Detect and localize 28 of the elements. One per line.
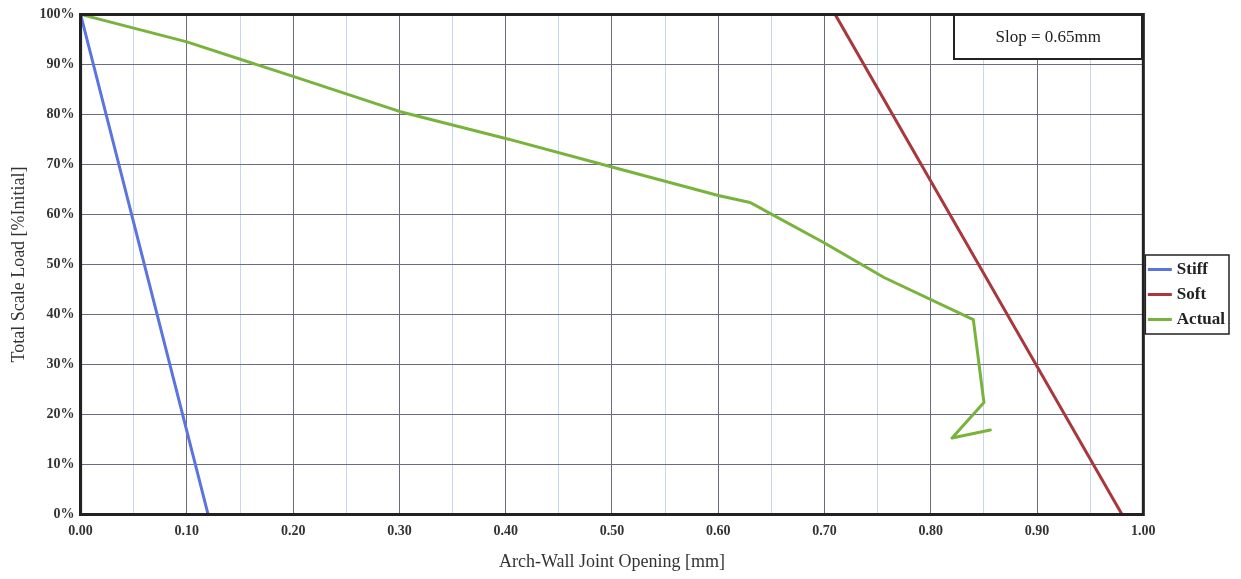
- x-tick-label: 0.80: [918, 522, 944, 538]
- x-tick-label: 0.50: [599, 522, 625, 538]
- y-tick-label: 40%: [46, 306, 75, 322]
- x-axis-title: Arch-Wall Joint Opening [mm]: [498, 550, 725, 571]
- x-tick-label: 1.00: [1131, 522, 1156, 538]
- y-tick-label: 80%: [46, 106, 75, 122]
- y-tick-label: 90%: [46, 56, 75, 72]
- legend-label: Stiff: [1176, 258, 1209, 278]
- y-tick-label: 0%: [53, 506, 75, 522]
- y-tick-label: 60%: [46, 206, 75, 222]
- note-box: Slop = 0.65mm: [953, 14, 1144, 61]
- x-tick-label: 0.30: [387, 522, 412, 538]
- x-tick-label: 0.40: [493, 522, 518, 538]
- x-tick-label: 0.70: [812, 522, 837, 538]
- y-tick-label: 30%: [46, 356, 75, 372]
- y-tick-label: 10%: [46, 456, 75, 472]
- x-tick-label: 0.20: [280, 522, 306, 538]
- y-axis-title: Total Scale Load [%Initial]: [7, 166, 28, 363]
- y-tick-label: 70%: [46, 156, 75, 172]
- y-tick-label: 20%: [46, 406, 75, 422]
- x-tick-label: 0.10: [174, 522, 200, 538]
- legend-label: Actual: [1176, 308, 1226, 328]
- x-tick-label: 0.60: [705, 522, 731, 538]
- legend-label: Soft: [1176, 283, 1207, 303]
- y-tick-label: 50%: [46, 256, 75, 272]
- y-tick-label: 100%: [39, 6, 75, 22]
- x-tick-label: 0.00: [68, 522, 93, 538]
- x-tick-label: 0.90: [1024, 522, 1050, 538]
